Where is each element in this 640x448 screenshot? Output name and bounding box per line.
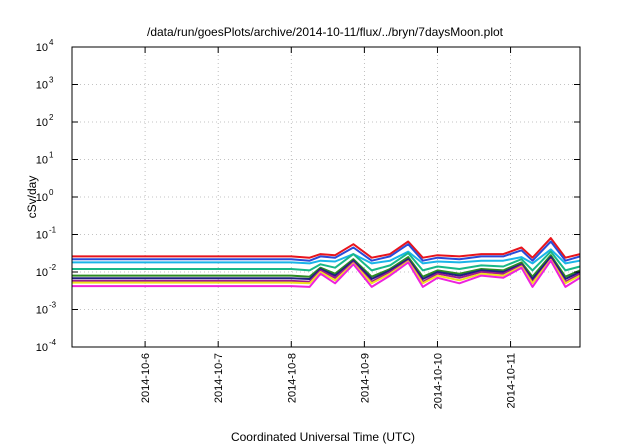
y-tick-exponent: 4: [49, 38, 54, 47]
y-tick-label: 10: [36, 192, 48, 204]
y-tick-label: 10: [36, 42, 48, 54]
y-axis-label: cSv/day: [25, 176, 39, 219]
x-tick-label: 2014-10-8: [286, 353, 298, 403]
series-line: [72, 256, 581, 280]
y-tick-exponent: 2: [49, 113, 54, 122]
x-tick-label: 2014-10-10: [432, 353, 444, 409]
y-tick-exponent: 1: [49, 151, 54, 160]
series-line: [72, 248, 581, 265]
y-tick-exponent: 3: [49, 76, 54, 85]
y-tick-label: 10: [36, 342, 48, 354]
y-tick-exponent: -1: [49, 226, 57, 235]
series-line: [72, 237, 581, 259]
x-ticks: 2014-10-6 2014-10-7 2014-10-8 2014-10-9 2014…: [140, 47, 518, 409]
y-tick-exponent: -3: [49, 301, 57, 310]
series-group: [72, 237, 581, 288]
series-line: [72, 240, 581, 262]
series-line: [72, 258, 581, 285]
x-tick-label: 2014-10-6: [140, 353, 152, 403]
y-tick-label: 10: [36, 117, 48, 129]
x-tick-label: 2014-10-11: [506, 353, 518, 408]
y-tick-label: 10: [36, 230, 48, 242]
y-tick-label: 10: [36, 80, 48, 92]
chart-title: /data/run/goesPlots/archive/2014-10-11/f…: [147, 25, 504, 39]
grid: [72, 47, 580, 347]
x-tick-label: 2014-10-9: [359, 353, 371, 403]
y-tick-exponent: -2: [49, 263, 57, 272]
y-tick-exponent: 0: [49, 188, 54, 197]
series-line: [72, 254, 581, 278]
x-axis-label: Coordinated Universal Time (UTC): [231, 430, 415, 444]
y-tick-label: 10: [36, 155, 48, 167]
x-tick-label: 2014-10-7: [213, 353, 225, 403]
y-tick-label: 10: [36, 267, 48, 279]
series-line: [72, 250, 581, 272]
series-line: [72, 259, 581, 288]
y-tick-exponent: -4: [49, 338, 57, 347]
y-tick-label: 10: [36, 305, 48, 317]
